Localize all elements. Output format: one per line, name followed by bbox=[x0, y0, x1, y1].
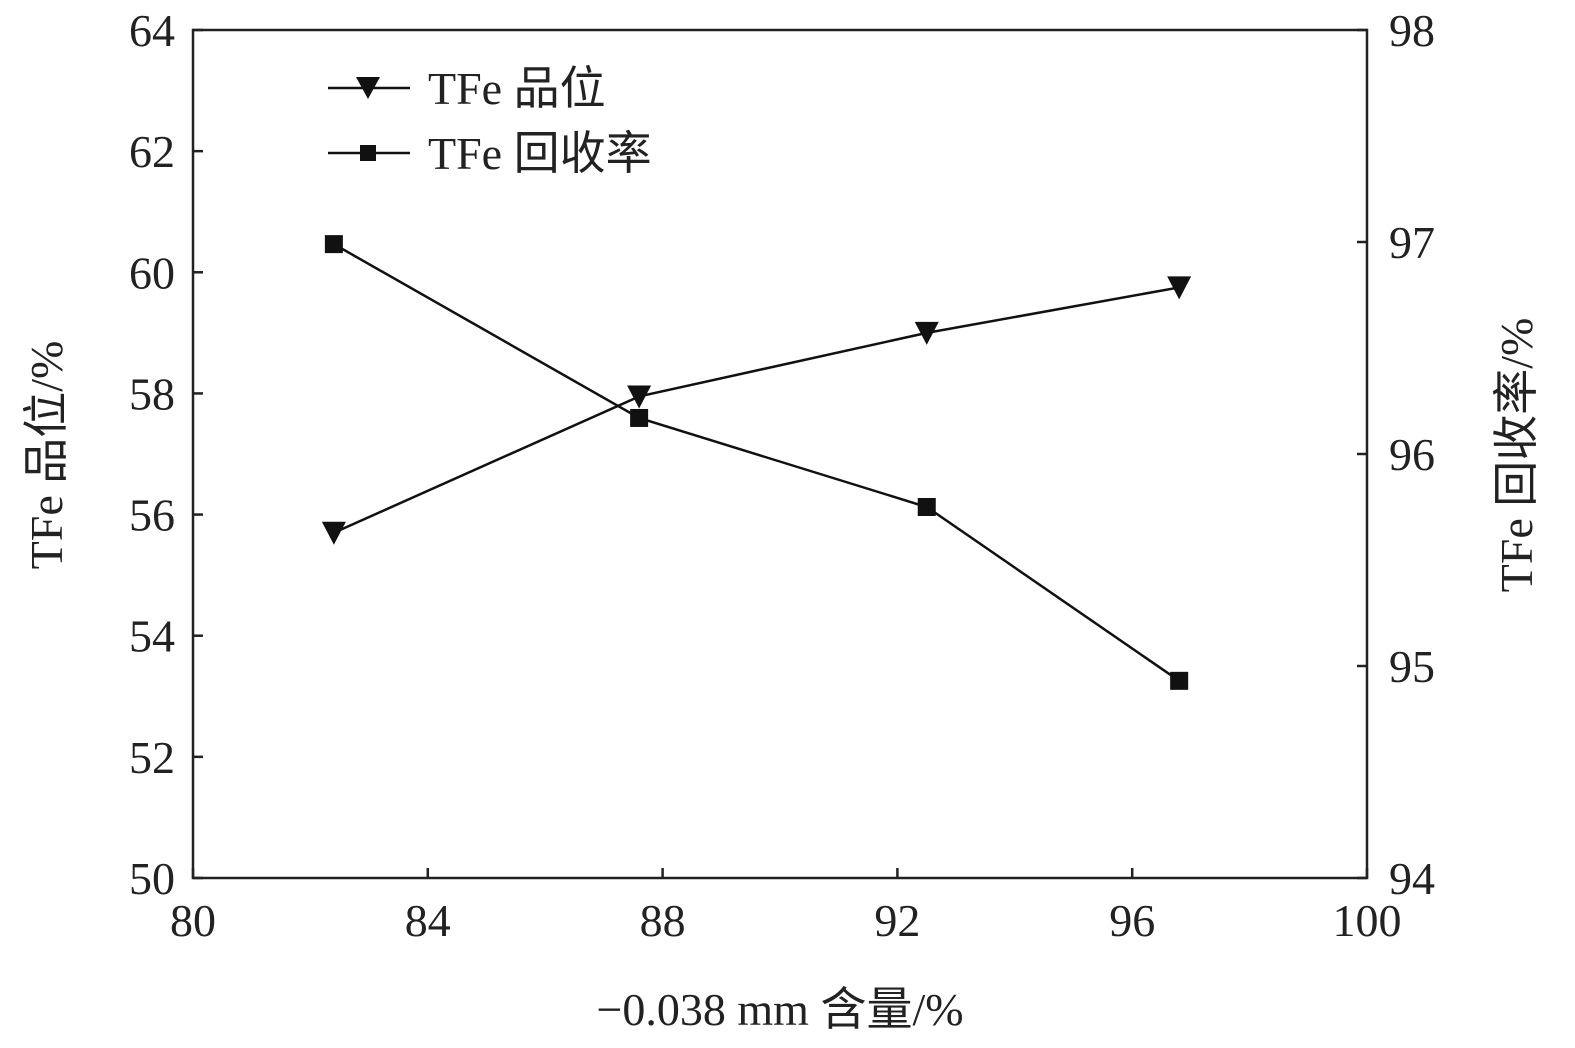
x-tick-label: 100 bbox=[1333, 895, 1402, 946]
data-point-triangle bbox=[1167, 276, 1192, 300]
legend: TFe 品位 TFe 回收率 bbox=[328, 63, 652, 179]
legend-triangle-marker bbox=[356, 77, 380, 99]
legend-label: TFe 回收率 bbox=[428, 128, 652, 179]
x-tick-label: 84 bbox=[405, 895, 451, 946]
y-left-tick-label: 56 bbox=[129, 490, 175, 541]
x-tick-label: 92 bbox=[874, 895, 920, 946]
y-right-tick-label: 94 bbox=[1389, 853, 1435, 904]
legend-square-marker bbox=[360, 145, 376, 161]
data-point-square bbox=[1170, 671, 1189, 690]
y-axis-right-label: TFe 回收率/% bbox=[1491, 318, 1542, 593]
y-left-tick-label: 62 bbox=[129, 126, 175, 177]
x-tick-label: 96 bbox=[1109, 895, 1155, 946]
legend-item-recovery: TFe 回收率 bbox=[328, 128, 652, 179]
y-right-tick-label: 95 bbox=[1389, 641, 1435, 692]
legend-label: TFe 品位 bbox=[428, 63, 606, 114]
x-tick-label: 88 bbox=[640, 895, 686, 946]
data-point-square bbox=[630, 408, 649, 427]
x-axis-label: −0.038 mm 含量/% bbox=[596, 984, 963, 1035]
data-point-triangle bbox=[321, 521, 346, 545]
data-point-triangle bbox=[627, 385, 652, 409]
data-point-triangle bbox=[914, 321, 939, 345]
y-axis-left-label: TFe 品位/% bbox=[21, 341, 72, 570]
y-left-tick-label: 54 bbox=[129, 611, 175, 662]
x-tick-label: 80 bbox=[170, 895, 216, 946]
y-left-tick-label: 50 bbox=[129, 853, 175, 904]
y-right-tick-label: 98 bbox=[1389, 5, 1435, 56]
series-line-0 bbox=[333, 286, 1180, 534]
y-left-tick-label: 64 bbox=[129, 5, 175, 56]
y-right-tick-label: 96 bbox=[1389, 429, 1435, 480]
y-right-tick-label: 97 bbox=[1389, 217, 1435, 268]
y-left-tick-label: 52 bbox=[129, 732, 175, 783]
data-point-square bbox=[324, 235, 343, 254]
data-point-square bbox=[917, 498, 936, 516]
y-left-tick-label: 58 bbox=[129, 368, 175, 419]
legend-item-grade: TFe 品位 bbox=[328, 63, 606, 114]
series-line-1 bbox=[333, 243, 1180, 682]
y-left-tick-label: 60 bbox=[129, 247, 175, 298]
